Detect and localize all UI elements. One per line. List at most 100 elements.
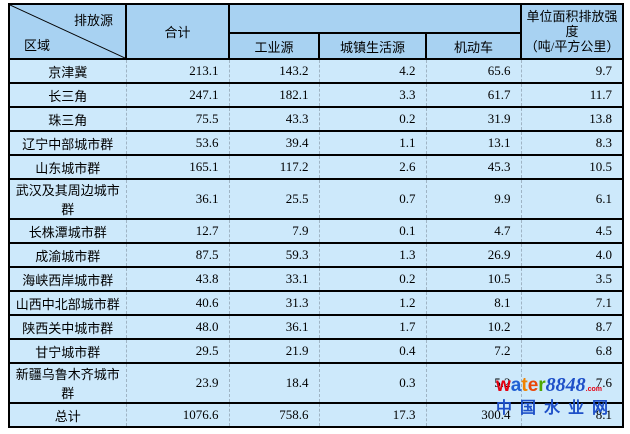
value-cell: 0.1 [318, 218, 426, 243]
emissions-table: 排放源 区域 合计 单位面积排放强度 （吨/平方公里） 工业源 城镇生活源 机动… [8, 3, 625, 428]
value-cell: 10.5 [425, 266, 522, 291]
watermark-brand-text: water [496, 375, 546, 396]
value-cell: 48.0 [125, 314, 229, 339]
table-row: 武汉及其周边城市群 36.1 25.5 0.7 9.9 6.1 [9, 178, 624, 219]
value-cell: 26.9 [425, 242, 522, 267]
table-row: 山西中北部城市群 40.6 31.3 1.2 8.1 7.1 [9, 290, 624, 315]
value-cell: 29.5 [125, 338, 229, 363]
value-cell: 12.7 [125, 218, 229, 243]
value-cell: 182.1 [228, 82, 319, 107]
header-intensity-line2: （吨/平方公里） [524, 39, 620, 54]
region-cell: 武汉及其周边城市群 [9, 178, 126, 219]
header-industrial: 工业源 [228, 32, 320, 60]
watermark-digits: 8848 [545, 374, 586, 396]
region-cell: 珠三角 [9, 106, 126, 131]
table-row: 山东城市群 165.1 117.2 2.6 45.3 10.5 [9, 154, 624, 179]
region-cell: 山西中北部城市群 [9, 290, 126, 315]
value-cell: 7.1 [520, 290, 624, 315]
value-cell: 8.1 [425, 290, 522, 315]
value-cell: 4.5 [520, 218, 624, 243]
value-cell: 247.1 [125, 82, 229, 107]
value-cell: 2.6 [318, 154, 426, 179]
value-cell: 10.5 [520, 154, 624, 179]
watermark-letter: a [510, 375, 522, 396]
value-cell: 7.2 [425, 338, 522, 363]
value-cell: 1.1 [318, 130, 426, 155]
value-cell: 10.2 [425, 314, 522, 339]
value-cell: 53.6 [125, 130, 229, 155]
table-row: 甘宁城市群 29.5 21.9 0.4 7.2 6.8 [9, 338, 624, 363]
value-cell: 36.1 [228, 314, 319, 339]
header-urban-domestic: 城镇生活源 [318, 32, 427, 60]
header-row-2: 工业源 城镇生活源 机动车 [9, 32, 623, 60]
value-cell: 143.2 [228, 58, 319, 83]
value-cell: 18.4 [228, 362, 319, 403]
value-cell: 61.7 [425, 82, 522, 107]
watermark-letter: e [527, 375, 539, 396]
watermark-letter: w [496, 375, 511, 396]
value-cell: 65.6 [425, 58, 522, 83]
header-intensity-line1: 单位面积排放强度 [526, 9, 618, 39]
value-cell: 87.5 [125, 242, 229, 267]
value-cell: 3.5 [520, 266, 624, 291]
value-cell: 0.4 [318, 338, 426, 363]
value-cell: 43.3 [228, 106, 319, 131]
region-cell: 长株潭城市群 [9, 218, 126, 243]
value-cell: 117.2 [228, 154, 319, 179]
corner-label-source: 排放源 [73, 13, 113, 28]
table-row: 成渝城市群 87.5 59.3 1.3 26.9 4.0 [9, 242, 624, 267]
value-cell: 213.1 [125, 58, 229, 83]
value-cell: 31.9 [425, 106, 522, 131]
value-cell: 0.7 [318, 178, 426, 219]
watermark-brand-line: water8848.com [496, 375, 624, 395]
value-cell: 75.5 [125, 106, 229, 131]
corner-label-region: 区域 [24, 38, 51, 53]
value-cell: 9.9 [425, 178, 522, 219]
value-cell: 11.7 [520, 82, 624, 107]
value-cell: 36.1 [125, 178, 229, 219]
table-row: 京津冀 213.1 143.2 4.2 65.6 9.7 [9, 58, 624, 83]
value-cell: 17.3 [318, 402, 426, 427]
value-cell: 45.3 [425, 154, 522, 179]
table-row: 辽宁中部城市群 53.6 39.4 1.1 13.1 8.3 [9, 130, 624, 155]
value-cell: 8.7 [520, 314, 624, 339]
value-cell: 7.9 [228, 218, 319, 243]
table-body: 京津冀 213.1 143.2 4.2 65.6 9.7 长三角 247.1 182.1 3.3 6… [9, 58, 624, 427]
value-cell: 6.1 [520, 178, 624, 219]
region-cell: 京津冀 [9, 58, 126, 83]
value-cell: 40.6 [125, 290, 229, 315]
watermark-letter: t [521, 375, 528, 396]
region-cell: 辽宁中部城市群 [9, 130, 126, 155]
value-cell: 59.3 [228, 242, 319, 267]
table-row: 陕西关中城市群 48.0 36.1 1.7 10.2 8.7 [9, 314, 624, 339]
table-row: 新疆乌鲁木齐城市群 23.9 18.4 0.3 5.2 7.6 [9, 362, 624, 403]
value-cell: 6.8 [520, 338, 624, 363]
value-cell: 4.2 [318, 58, 426, 83]
value-cell: 9.7 [520, 58, 624, 83]
region-cell: 甘宁城市群 [9, 338, 126, 363]
header-group-empty [227, 3, 523, 34]
value-cell: 7.6 [520, 362, 624, 403]
value-cell: 43.8 [125, 266, 229, 291]
value-cell: 39.4 [228, 130, 319, 155]
region-cell: 陕西关中城市群 [9, 314, 126, 339]
value-cell: 21.9 [228, 338, 319, 363]
value-cell: 300.4 [425, 402, 522, 427]
value-cell: 31.3 [228, 290, 319, 315]
watermark-site-name: 中国水业网 [496, 400, 617, 417]
region-cell: 海峡西岸城市群 [9, 266, 126, 291]
value-cell: 0.3 [318, 362, 426, 403]
watermark-suffix: .com [585, 386, 603, 393]
value-cell: 758.6 [228, 402, 319, 427]
value-cell: 13.1 [425, 130, 522, 155]
value-cell: 8.1 [520, 402, 624, 427]
watermark-letter: r [538, 375, 546, 396]
table-row: 珠三角 75.5 43.3 0.2 31.9 13.8 [9, 106, 624, 131]
diagonal-divider [10, 5, 125, 58]
region-cell: 山东城市群 [9, 154, 126, 179]
value-cell: 8.3 [520, 130, 624, 155]
value-cell: 25.5 [228, 178, 319, 219]
header-motor-vehicle: 机动车 [424, 32, 523, 60]
value-cell: 13.8 [520, 106, 624, 131]
